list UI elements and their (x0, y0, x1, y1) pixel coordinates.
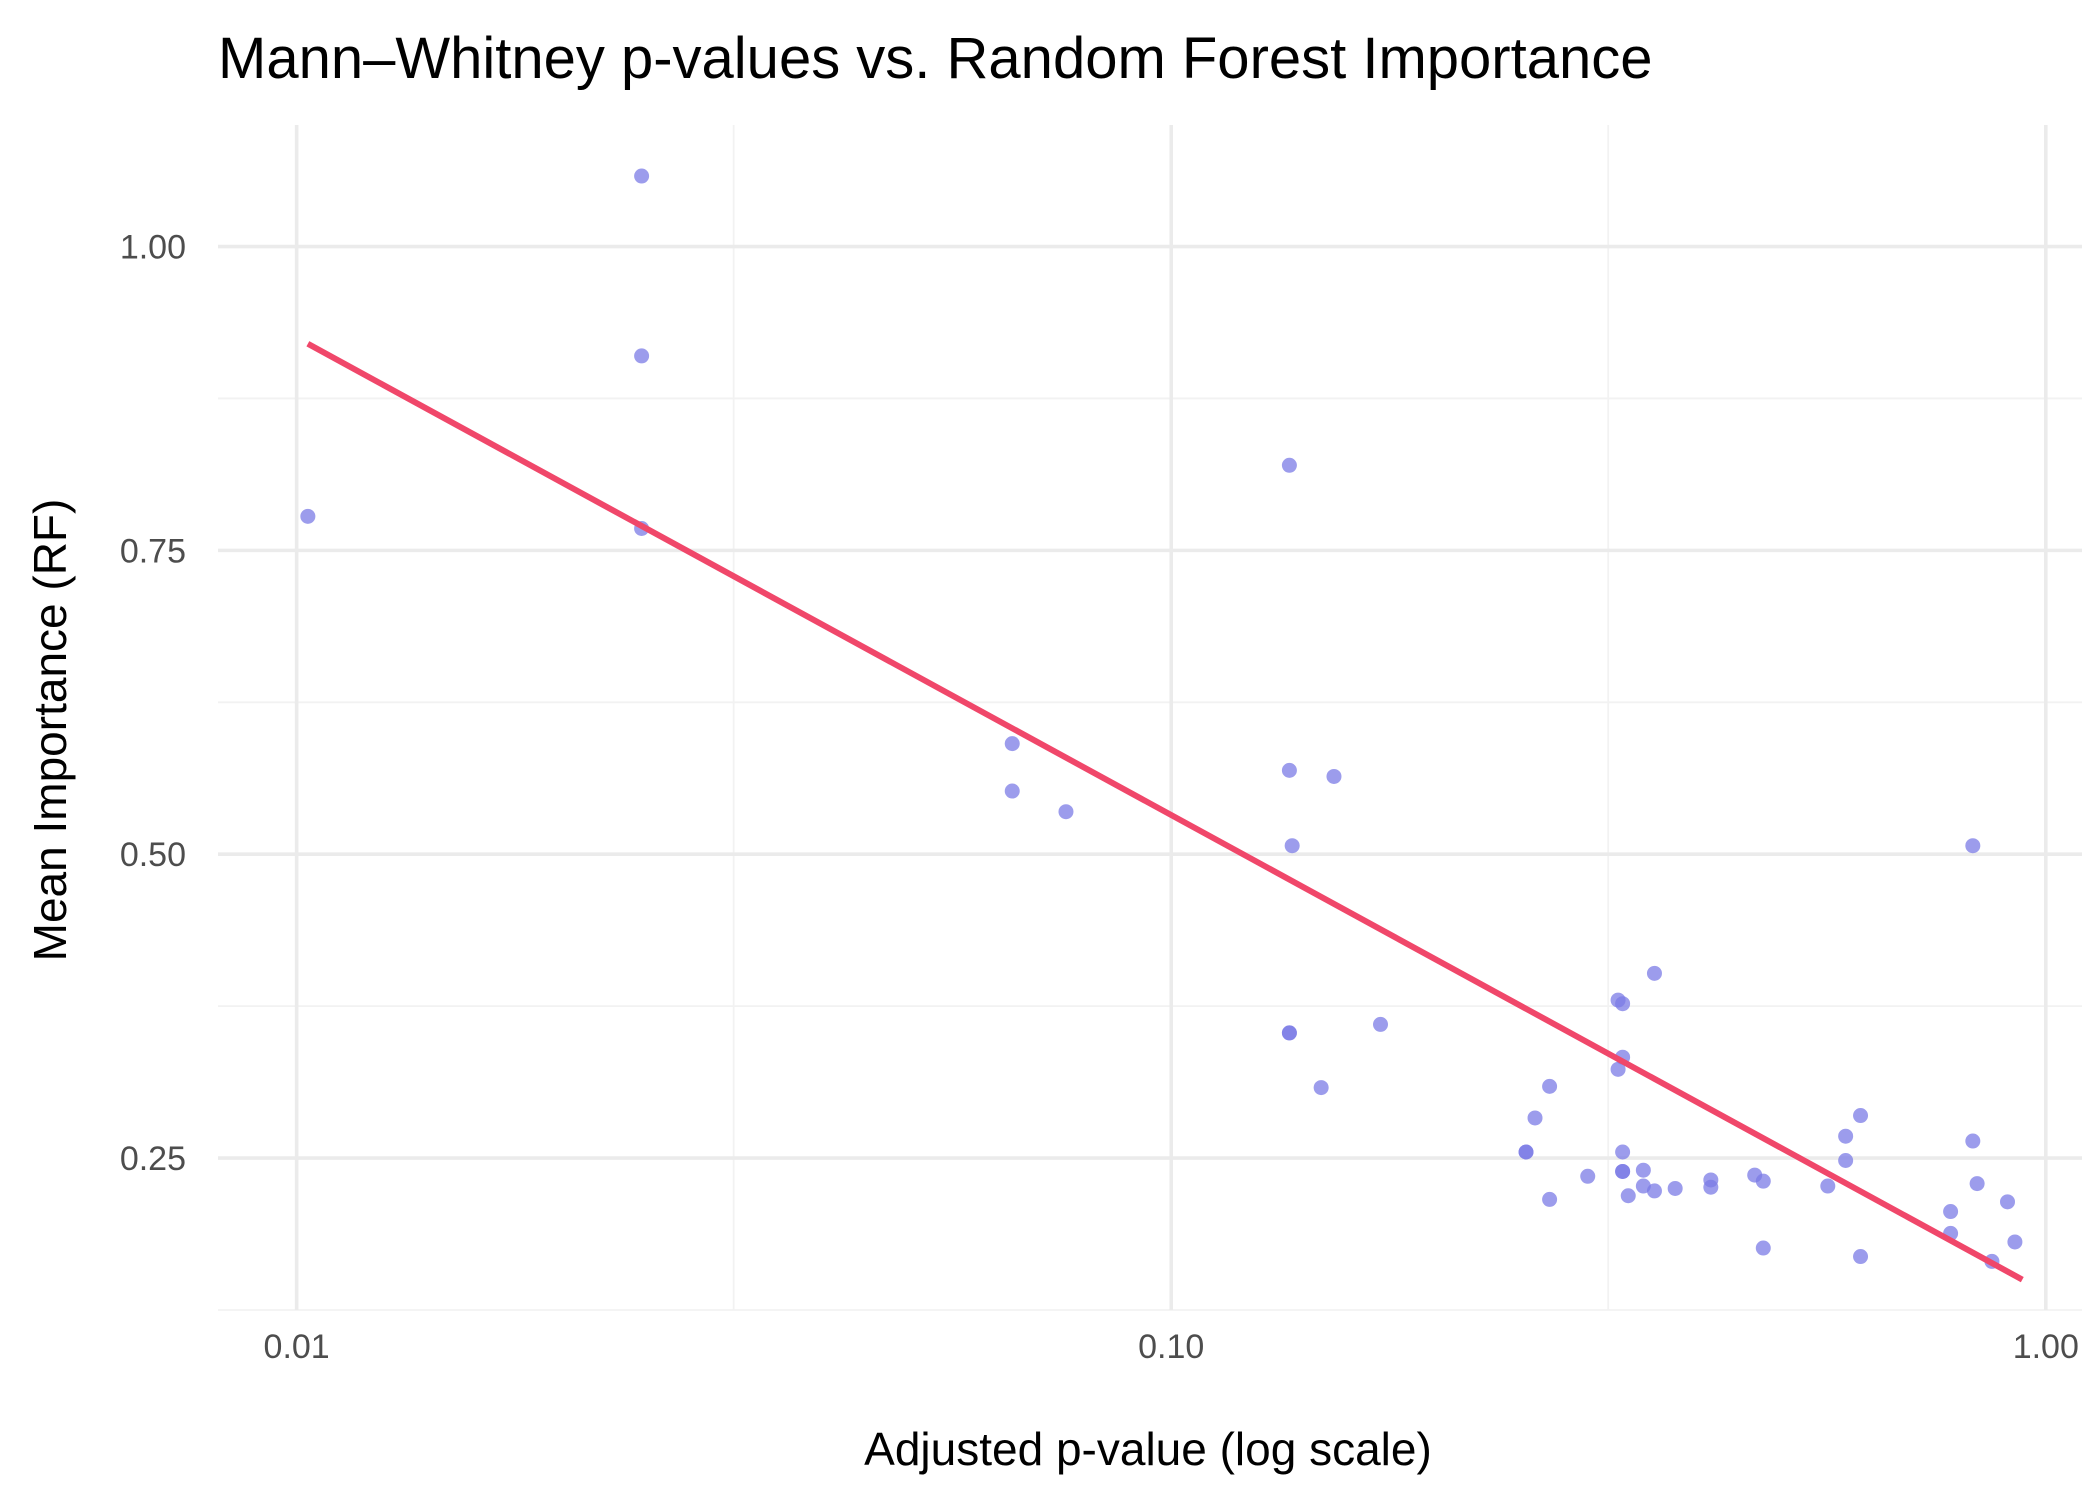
data-point (1518, 1144, 1534, 1160)
data-point (1004, 783, 1020, 799)
data-point (1615, 1163, 1631, 1179)
y-tick-label: 1.00 (120, 229, 186, 267)
data-point (1313, 1080, 1329, 1096)
trend-line (306, 341, 2024, 1283)
data-point (1281, 762, 1297, 778)
data-point (1281, 457, 1297, 473)
data-point (634, 348, 650, 364)
data-point (1542, 1191, 1558, 1207)
minor-gridlines (218, 125, 2082, 1311)
data-point (1667, 1180, 1683, 1196)
data-point (1373, 1016, 1389, 1032)
data-point (1281, 1025, 1297, 1041)
data-point (300, 508, 316, 524)
data-point (1853, 1249, 1869, 1265)
y-axis-tick-labels: 0.25 0.50 0.75 1.00 (120, 229, 186, 1179)
data-point (1943, 1204, 1959, 1220)
data-point (1284, 838, 1300, 854)
data-point (1615, 996, 1631, 1012)
data-point (1820, 1178, 1836, 1194)
x-axis-title: Adjusted p-value (log scale) (864, 1423, 1432, 1475)
data-point (1610, 1061, 1626, 1077)
data-point (1527, 1110, 1543, 1126)
data-point (1620, 1188, 1636, 1204)
data-point (1542, 1078, 1558, 1094)
x-axis-tick-labels: 0.01 0.10 1.00 (264, 1328, 2079, 1366)
y-tick-label: 0.75 (120, 532, 186, 570)
data-point (1646, 1183, 1662, 1199)
data-point (1004, 736, 1020, 752)
trend-line-group (306, 341, 2024, 1283)
data-point (1755, 1173, 1771, 1189)
x-tick-label: 0.01 (264, 1328, 330, 1366)
data-point (1635, 1162, 1651, 1178)
data-point (1646, 965, 1662, 981)
data-point (2000, 1194, 2016, 1210)
data-point (1965, 838, 1981, 854)
data-point (1703, 1179, 1719, 1195)
data-points (300, 168, 2023, 1269)
data-point (1580, 1168, 1596, 1184)
y-tick-label: 0.50 (120, 836, 186, 874)
data-point (2007, 1234, 2023, 1250)
major-gridlines (218, 125, 2082, 1310)
x-tick-label: 1.00 (2013, 1328, 2079, 1366)
data-point (1326, 768, 1342, 784)
data-point (1755, 1240, 1771, 1256)
x-tick-label: 0.10 (1138, 1328, 1204, 1366)
data-point (1965, 1133, 1981, 1149)
data-point (1969, 1176, 1985, 1192)
data-point (1838, 1153, 1854, 1169)
data-point (1615, 1144, 1631, 1160)
data-point (1853, 1108, 1869, 1124)
data-point (1058, 804, 1074, 820)
data-point (1838, 1128, 1854, 1144)
y-tick-label: 0.25 (120, 1140, 186, 1178)
y-axis-title: Mean Importance (RF) (24, 499, 76, 962)
data-point (634, 168, 650, 184)
chart-title: Mann–Whitney p-values vs. Random Forest … (218, 26, 1653, 91)
